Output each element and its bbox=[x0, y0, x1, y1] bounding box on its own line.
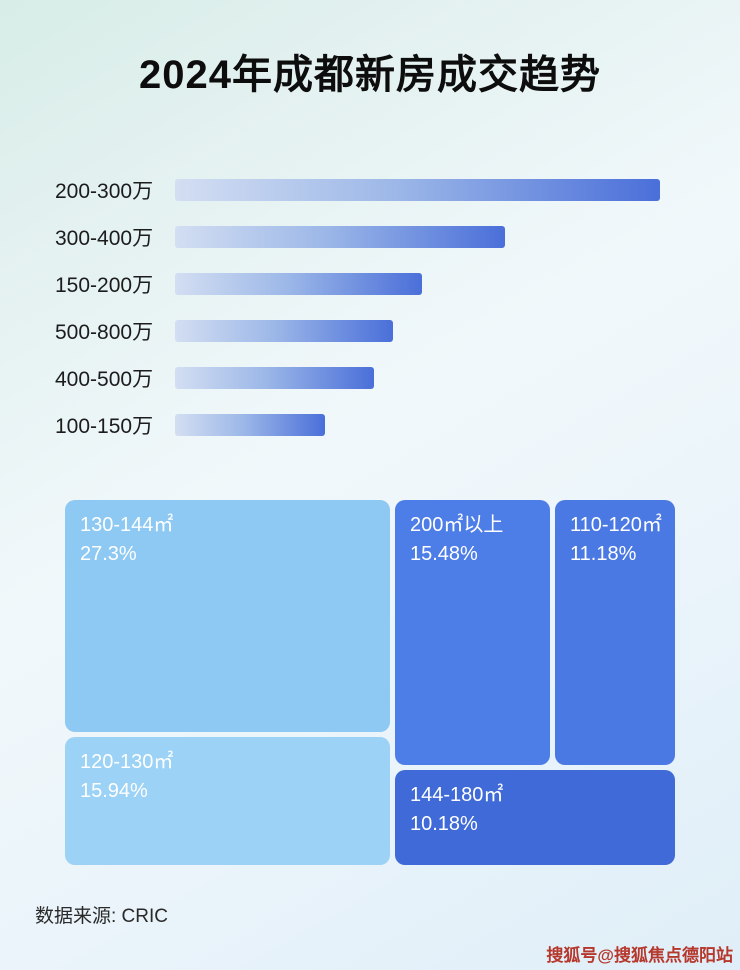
bar-category-label: 100-150万 bbox=[55, 414, 154, 438]
bar-row: 150-200万 bbox=[55, 260, 740, 307]
treemap-block-percent: 15.94% bbox=[80, 780, 148, 802]
bar-chart: 200-300万 300-400万 150-200万 500-800万 400-500万… bbox=[55, 166, 740, 448]
bar bbox=[175, 225, 505, 248]
bar-category-label: 400-500万 bbox=[55, 367, 154, 391]
treemap-block-label: 120-130㎡ bbox=[80, 751, 174, 773]
treemap-block-percent: 10.18% bbox=[410, 813, 478, 835]
page-title: 2024年成都新房成交趋势 bbox=[139, 53, 601, 97]
bar bbox=[175, 178, 660, 201]
bar-category-label: 300-400万 bbox=[55, 226, 154, 250]
treemap-block-130-144: 130-144㎡ 27.3% bbox=[65, 500, 390, 732]
data-source-note: 数据来源: CRIC bbox=[35, 906, 169, 927]
treemap-block-label: 200㎡以上 bbox=[410, 514, 504, 536]
watermark-text: 搜狐号@搜狐焦点德阳站 bbox=[546, 946, 733, 965]
treemap-block-label: 144-180㎡ bbox=[410, 784, 504, 806]
bar bbox=[175, 272, 422, 295]
bar-category-label: 150-200万 bbox=[55, 273, 154, 297]
bar bbox=[175, 366, 374, 389]
treemap-block-label: 130-144㎡ bbox=[80, 514, 174, 536]
treemap-block-120-130: 120-130㎡ 15.94% bbox=[65, 737, 390, 865]
bar bbox=[175, 413, 325, 436]
bar-row: 400-500万 bbox=[55, 354, 740, 401]
bar-category-label: 200-300万 bbox=[55, 179, 154, 203]
treemap-chart: 130-144㎡ 27.3% 200㎡以上 15.48% 110-120㎡ 11… bbox=[65, 500, 675, 865]
bar-row: 500-800万 bbox=[55, 307, 740, 354]
bar-row: 300-400万 bbox=[55, 213, 740, 260]
treemap-block-144-180: 144-180㎡ 10.18% bbox=[395, 770, 675, 865]
treemap-block-percent: 15.48% bbox=[410, 543, 478, 565]
treemap-block-label: 110-120㎡ bbox=[570, 514, 662, 536]
treemap-block-percent: 27.3% bbox=[80, 543, 137, 565]
bar-row: 200-300万 bbox=[55, 166, 740, 213]
bar-category-label: 500-800万 bbox=[55, 320, 154, 344]
bar-row: 100-150万 bbox=[55, 401, 740, 448]
treemap-block-percent: 11.18% bbox=[570, 543, 637, 565]
bar bbox=[175, 319, 393, 342]
treemap-block-200-plus: 200㎡以上 15.48% bbox=[395, 500, 550, 765]
treemap-block-110-120: 110-120㎡ 11.18% bbox=[555, 500, 675, 765]
